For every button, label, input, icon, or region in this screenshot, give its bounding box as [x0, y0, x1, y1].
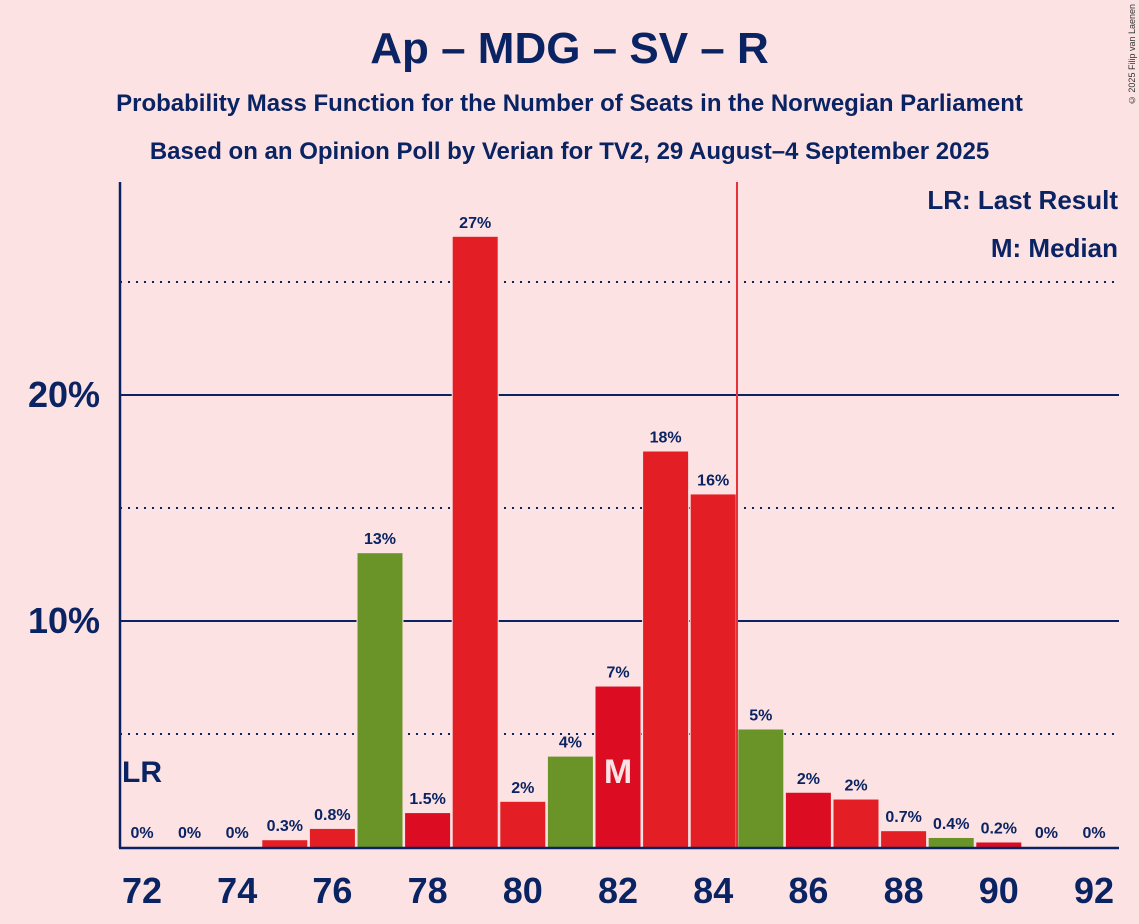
- x-tick-label: 74: [217, 870, 257, 911]
- bar-75: [262, 840, 308, 847]
- bar-value-label: 2%: [797, 771, 820, 788]
- bar-76: [309, 828, 355, 847]
- x-tick-label: 92: [1074, 870, 1114, 911]
- y-tick-label: 10%: [28, 600, 100, 641]
- x-tick-label: 80: [503, 870, 543, 911]
- x-tick-label: 84: [693, 870, 733, 911]
- x-tick-label: 76: [312, 870, 352, 911]
- median-marker: M: [604, 753, 632, 791]
- bar-value-label: 0.8%: [314, 807, 350, 824]
- bar-value-label: 2%: [844, 778, 867, 795]
- x-tick-label: 82: [598, 870, 638, 911]
- bar-value-label: 0.4%: [933, 816, 969, 833]
- bar-value-label: 7%: [606, 665, 629, 682]
- bar-82: [595, 686, 641, 847]
- bar-value-label: 0.2%: [981, 820, 1017, 837]
- bar-90: [976, 842, 1022, 847]
- legend-last-result: LR: Last Result: [927, 185, 1118, 215]
- bar-value-label: 0%: [1082, 825, 1105, 842]
- bar-80: [500, 801, 546, 847]
- bar-value-label: 1.5%: [409, 791, 445, 808]
- last-result-marker: LR: [122, 756, 162, 789]
- bar-79: [452, 236, 498, 848]
- bar-value-label: 0.7%: [885, 809, 921, 826]
- legend-median: M: Median: [991, 233, 1118, 263]
- y-tick-label: 20%: [28, 374, 100, 415]
- bar-value-label: 0%: [226, 825, 249, 842]
- bar-89: [928, 837, 974, 847]
- bar-value-label: 0%: [178, 825, 201, 842]
- bar-value-label: 27%: [459, 215, 491, 232]
- bar-83: [643, 451, 689, 847]
- bar-value-label: 13%: [364, 531, 396, 548]
- bar-78: [405, 813, 451, 847]
- chart-title: Ap – MDG – SV – R: [370, 24, 769, 73]
- bar-value-label: 0%: [1035, 825, 1058, 842]
- x-tick-label: 88: [884, 870, 924, 911]
- chart-source: Based on an Opinion Poll by Verian for T…: [149, 138, 990, 165]
- bar-value-label: 0%: [130, 825, 153, 842]
- x-tick-label: 72: [122, 870, 162, 911]
- bar-85: [738, 729, 784, 847]
- bar-value-label: 18%: [650, 430, 682, 447]
- bar-77: [357, 553, 403, 847]
- bar-81: [547, 756, 593, 847]
- bar-value-label: 5%: [749, 707, 772, 724]
- bar-value-label: 4%: [559, 735, 582, 752]
- x-tick-label: 90: [979, 870, 1019, 911]
- bar-86: [785, 792, 831, 847]
- chart-subtitle: Probability Mass Function for the Number…: [116, 90, 1023, 117]
- bar-value-label: 2%: [511, 780, 534, 797]
- bar-87: [833, 799, 879, 847]
- bar-88: [881, 831, 927, 847]
- x-tick-label: 78: [408, 870, 448, 911]
- bar-84: [690, 494, 736, 847]
- x-tick-label: 86: [788, 870, 828, 911]
- bar-value-label: 0.3%: [267, 818, 303, 835]
- bar-value-label: 16%: [697, 472, 729, 489]
